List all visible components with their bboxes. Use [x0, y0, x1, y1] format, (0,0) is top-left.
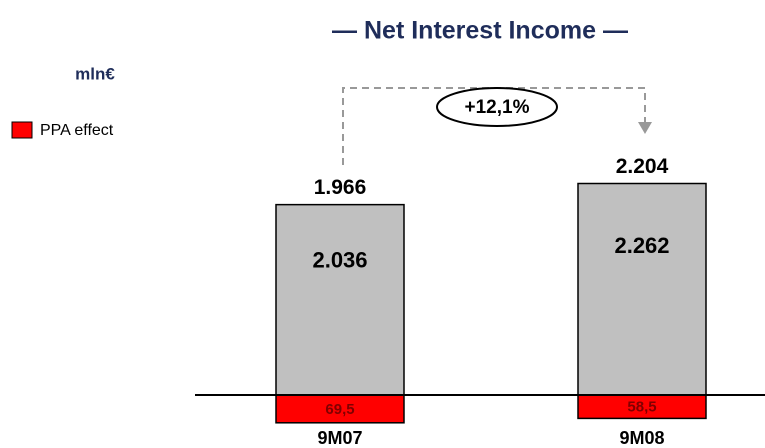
chart-title: — Net Interest Income — [332, 17, 628, 45]
x-tick-label: 9M07 [317, 428, 362, 448]
legend-swatch [11, 121, 33, 139]
legend-label: PPA effect [40, 122, 114, 139]
bar-value-label: 2.036 [312, 248, 367, 273]
bar [275, 203, 405, 396]
annotation: +12,1% [465, 97, 530, 118]
annotation-ellipse [436, 87, 558, 127]
ppa-bar [275, 394, 405, 424]
arrow-head [638, 122, 652, 134]
ppa-value-label: 58,5 [627, 399, 656, 416]
bar [577, 182, 707, 396]
bar-value-label: 2.262 [614, 233, 669, 258]
total-label: 1.966 [314, 176, 367, 199]
total-label: 2.204 [616, 155, 669, 178]
unit-label: mln€ [75, 64, 115, 83]
x-tick-label: 9M08 [619, 428, 664, 448]
ppa-value-label: 69,5 [325, 401, 354, 418]
